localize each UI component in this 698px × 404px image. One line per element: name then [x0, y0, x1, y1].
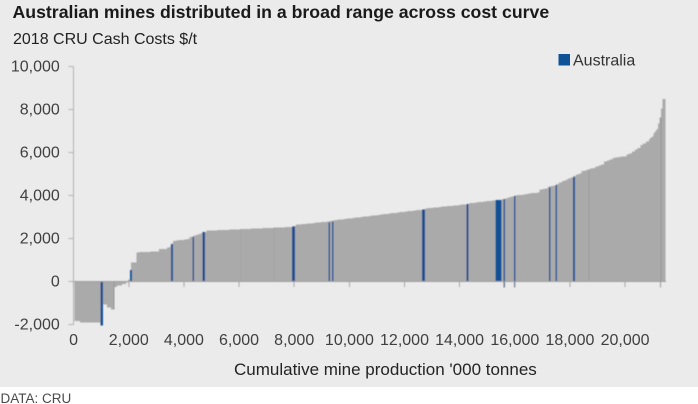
svg-text:DATA: CRU: DATA: CRU — [1, 391, 72, 404]
svg-text:4,000: 4,000 — [164, 332, 204, 349]
svg-text:2,000: 2,000 — [20, 231, 60, 248]
svg-text:6,000: 6,000 — [20, 145, 60, 162]
svg-text:0: 0 — [51, 274, 60, 291]
svg-text:12,000: 12,000 — [380, 332, 429, 349]
svg-text:8,000: 8,000 — [20, 102, 60, 119]
svg-text:16,000: 16,000 — [490, 332, 539, 349]
svg-text:10,000: 10,000 — [11, 59, 60, 76]
svg-text:14,000: 14,000 — [435, 332, 484, 349]
svg-text:10,000: 10,000 — [325, 332, 374, 349]
svg-text:-2,000: -2,000 — [14, 317, 59, 334]
svg-text:Australian mines distributed i: Australian mines distributed in a broad … — [13, 2, 550, 22]
svg-text:8,000: 8,000 — [274, 332, 314, 349]
svg-text:20,000: 20,000 — [601, 332, 650, 349]
svg-text:0: 0 — [69, 332, 78, 349]
svg-text:Australia: Australia — [573, 53, 635, 70]
svg-text:6,000: 6,000 — [219, 332, 259, 349]
svg-text:2,000: 2,000 — [109, 332, 149, 349]
svg-text:2018 CRU Cash Costs $/t: 2018 CRU Cash Costs $/t — [13, 31, 198, 48]
svg-text:Cumulative mine production '00: Cumulative mine production '000 tonnes — [234, 360, 537, 379]
svg-text:4,000: 4,000 — [20, 188, 60, 205]
svg-text:18,000: 18,000 — [545, 332, 594, 349]
